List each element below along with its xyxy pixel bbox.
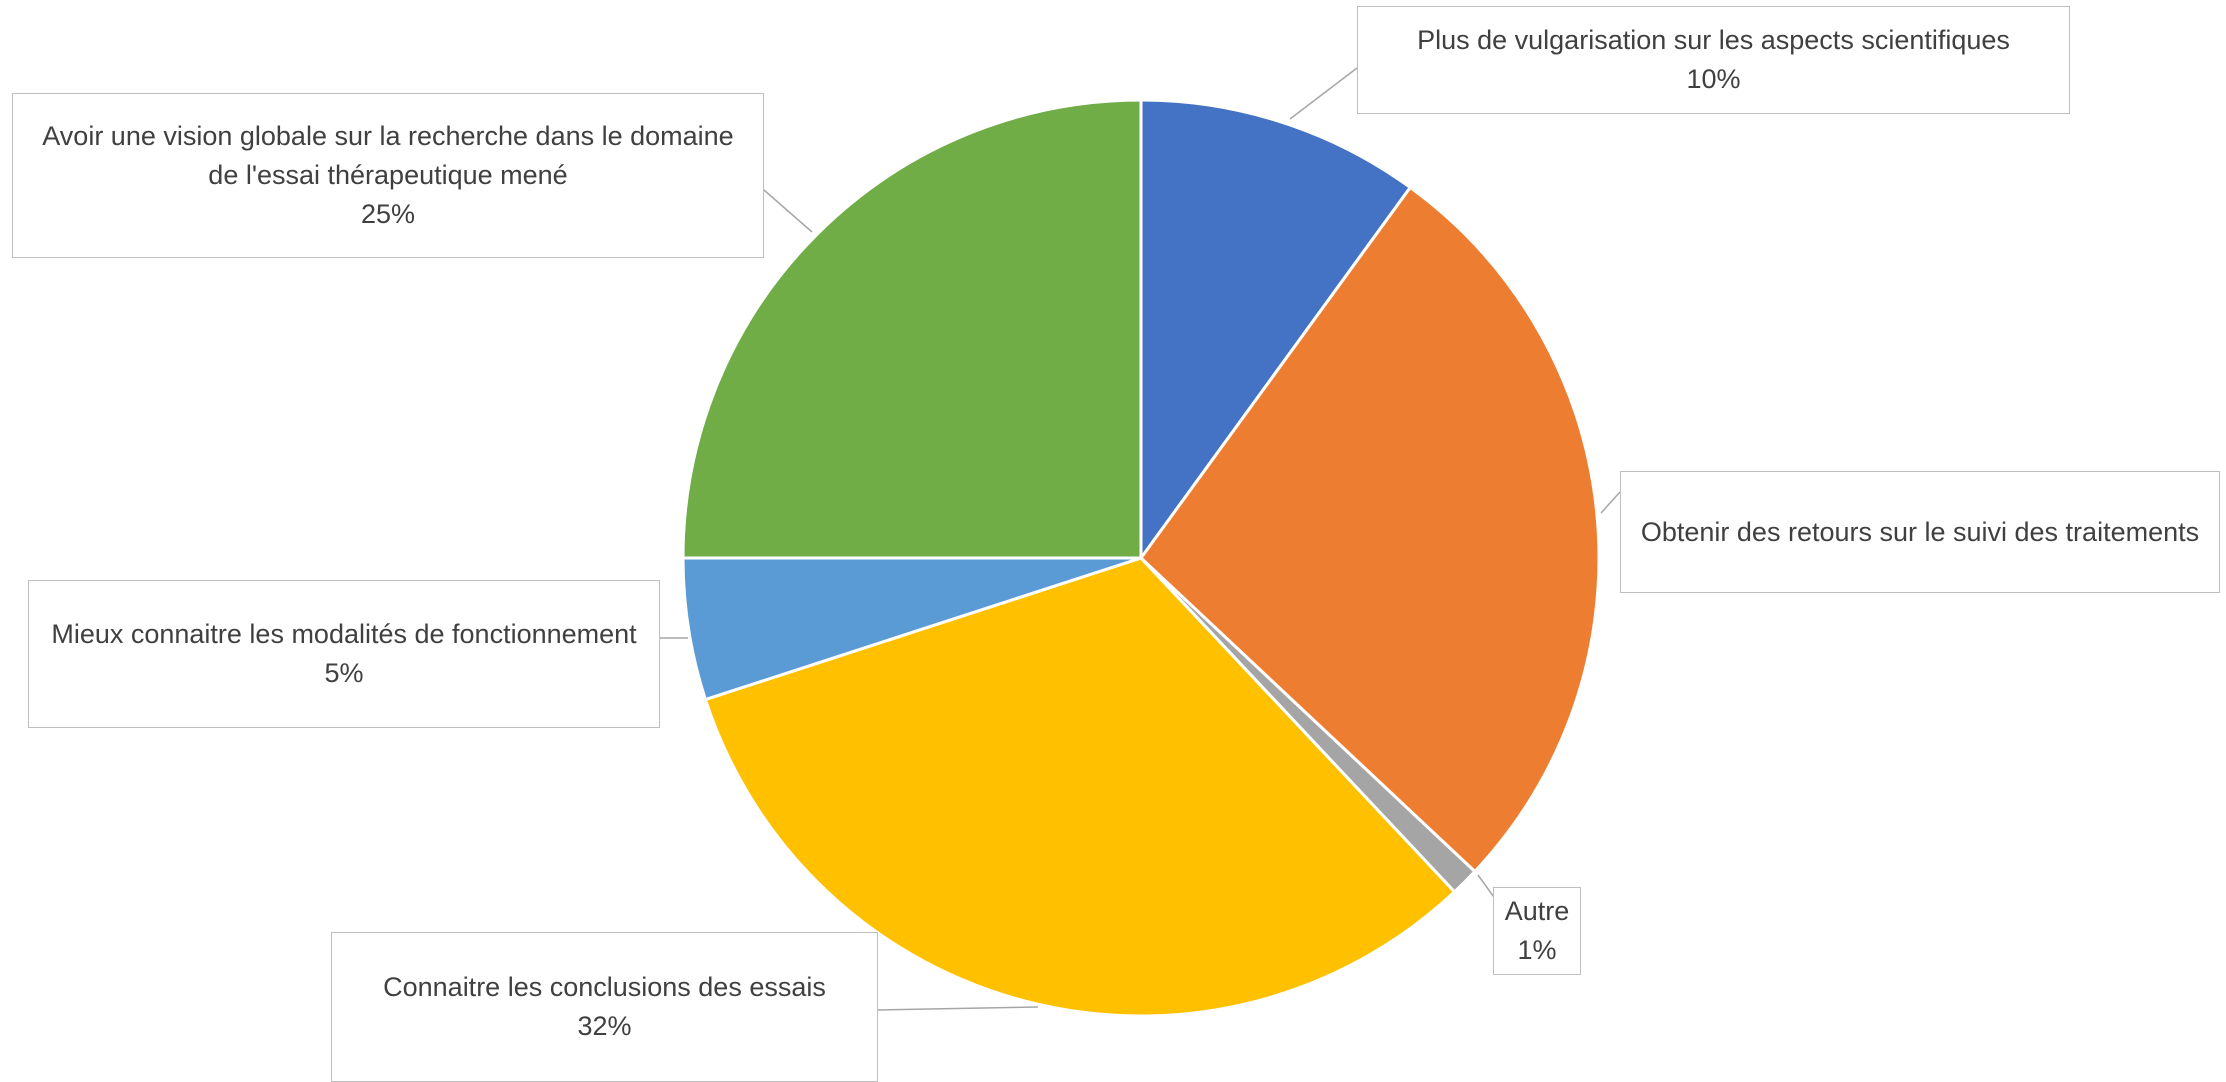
pie-slice	[681, 98, 1143, 560]
data-label-category: Plus de vulgarisation sur les aspects sc…	[1417, 25, 2010, 55]
data-label-category: Avoir une vision globale sur la recherch…	[42, 121, 734, 190]
data-label-category: Mieux connaitre les modalités de fonctio…	[51, 619, 637, 649]
data-label-callout: Plus de vulgarisation sur les aspects sc…	[1357, 6, 2070, 114]
leader-line	[763, 189, 813, 233]
data-label-callout: Autre 1%	[1493, 887, 1581, 975]
data-label-category: Autre	[1504, 896, 1570, 926]
data-label-callout: Mieux connaitre les modalités de fonctio…	[28, 580, 660, 728]
data-label-callout: Obtenir des retours sur le suivi des tra…	[1620, 471, 2220, 593]
pie-slice	[1139, 185, 1601, 874]
data-label-value: 32%	[577, 1011, 632, 1041]
data-label-callout: Connaitre les conclusions des essais 32%	[331, 932, 878, 1082]
data-label-value: 25%	[360, 199, 416, 229]
data-label-value: 5%	[324, 658, 364, 688]
pie-slice	[681, 556, 1142, 702]
leader-line	[1289, 67, 1358, 120]
data-label-category: Connaitre les conclusions des essais	[383, 972, 826, 1002]
leader-line	[877, 1006, 1039, 1011]
data-label-callout: Avoir une vision globale sur la recherch…	[12, 93, 764, 258]
pie-slice	[703, 556, 1457, 1018]
data-label-category: Obtenir des retours sur le suivi des tra…	[1640, 516, 2200, 547]
data-label-value: 10%	[1686, 64, 1741, 94]
data-label-value: 1%	[1517, 935, 1557, 965]
pie-slice	[1139, 98, 1413, 563]
leader-line	[1600, 491, 1621, 514]
